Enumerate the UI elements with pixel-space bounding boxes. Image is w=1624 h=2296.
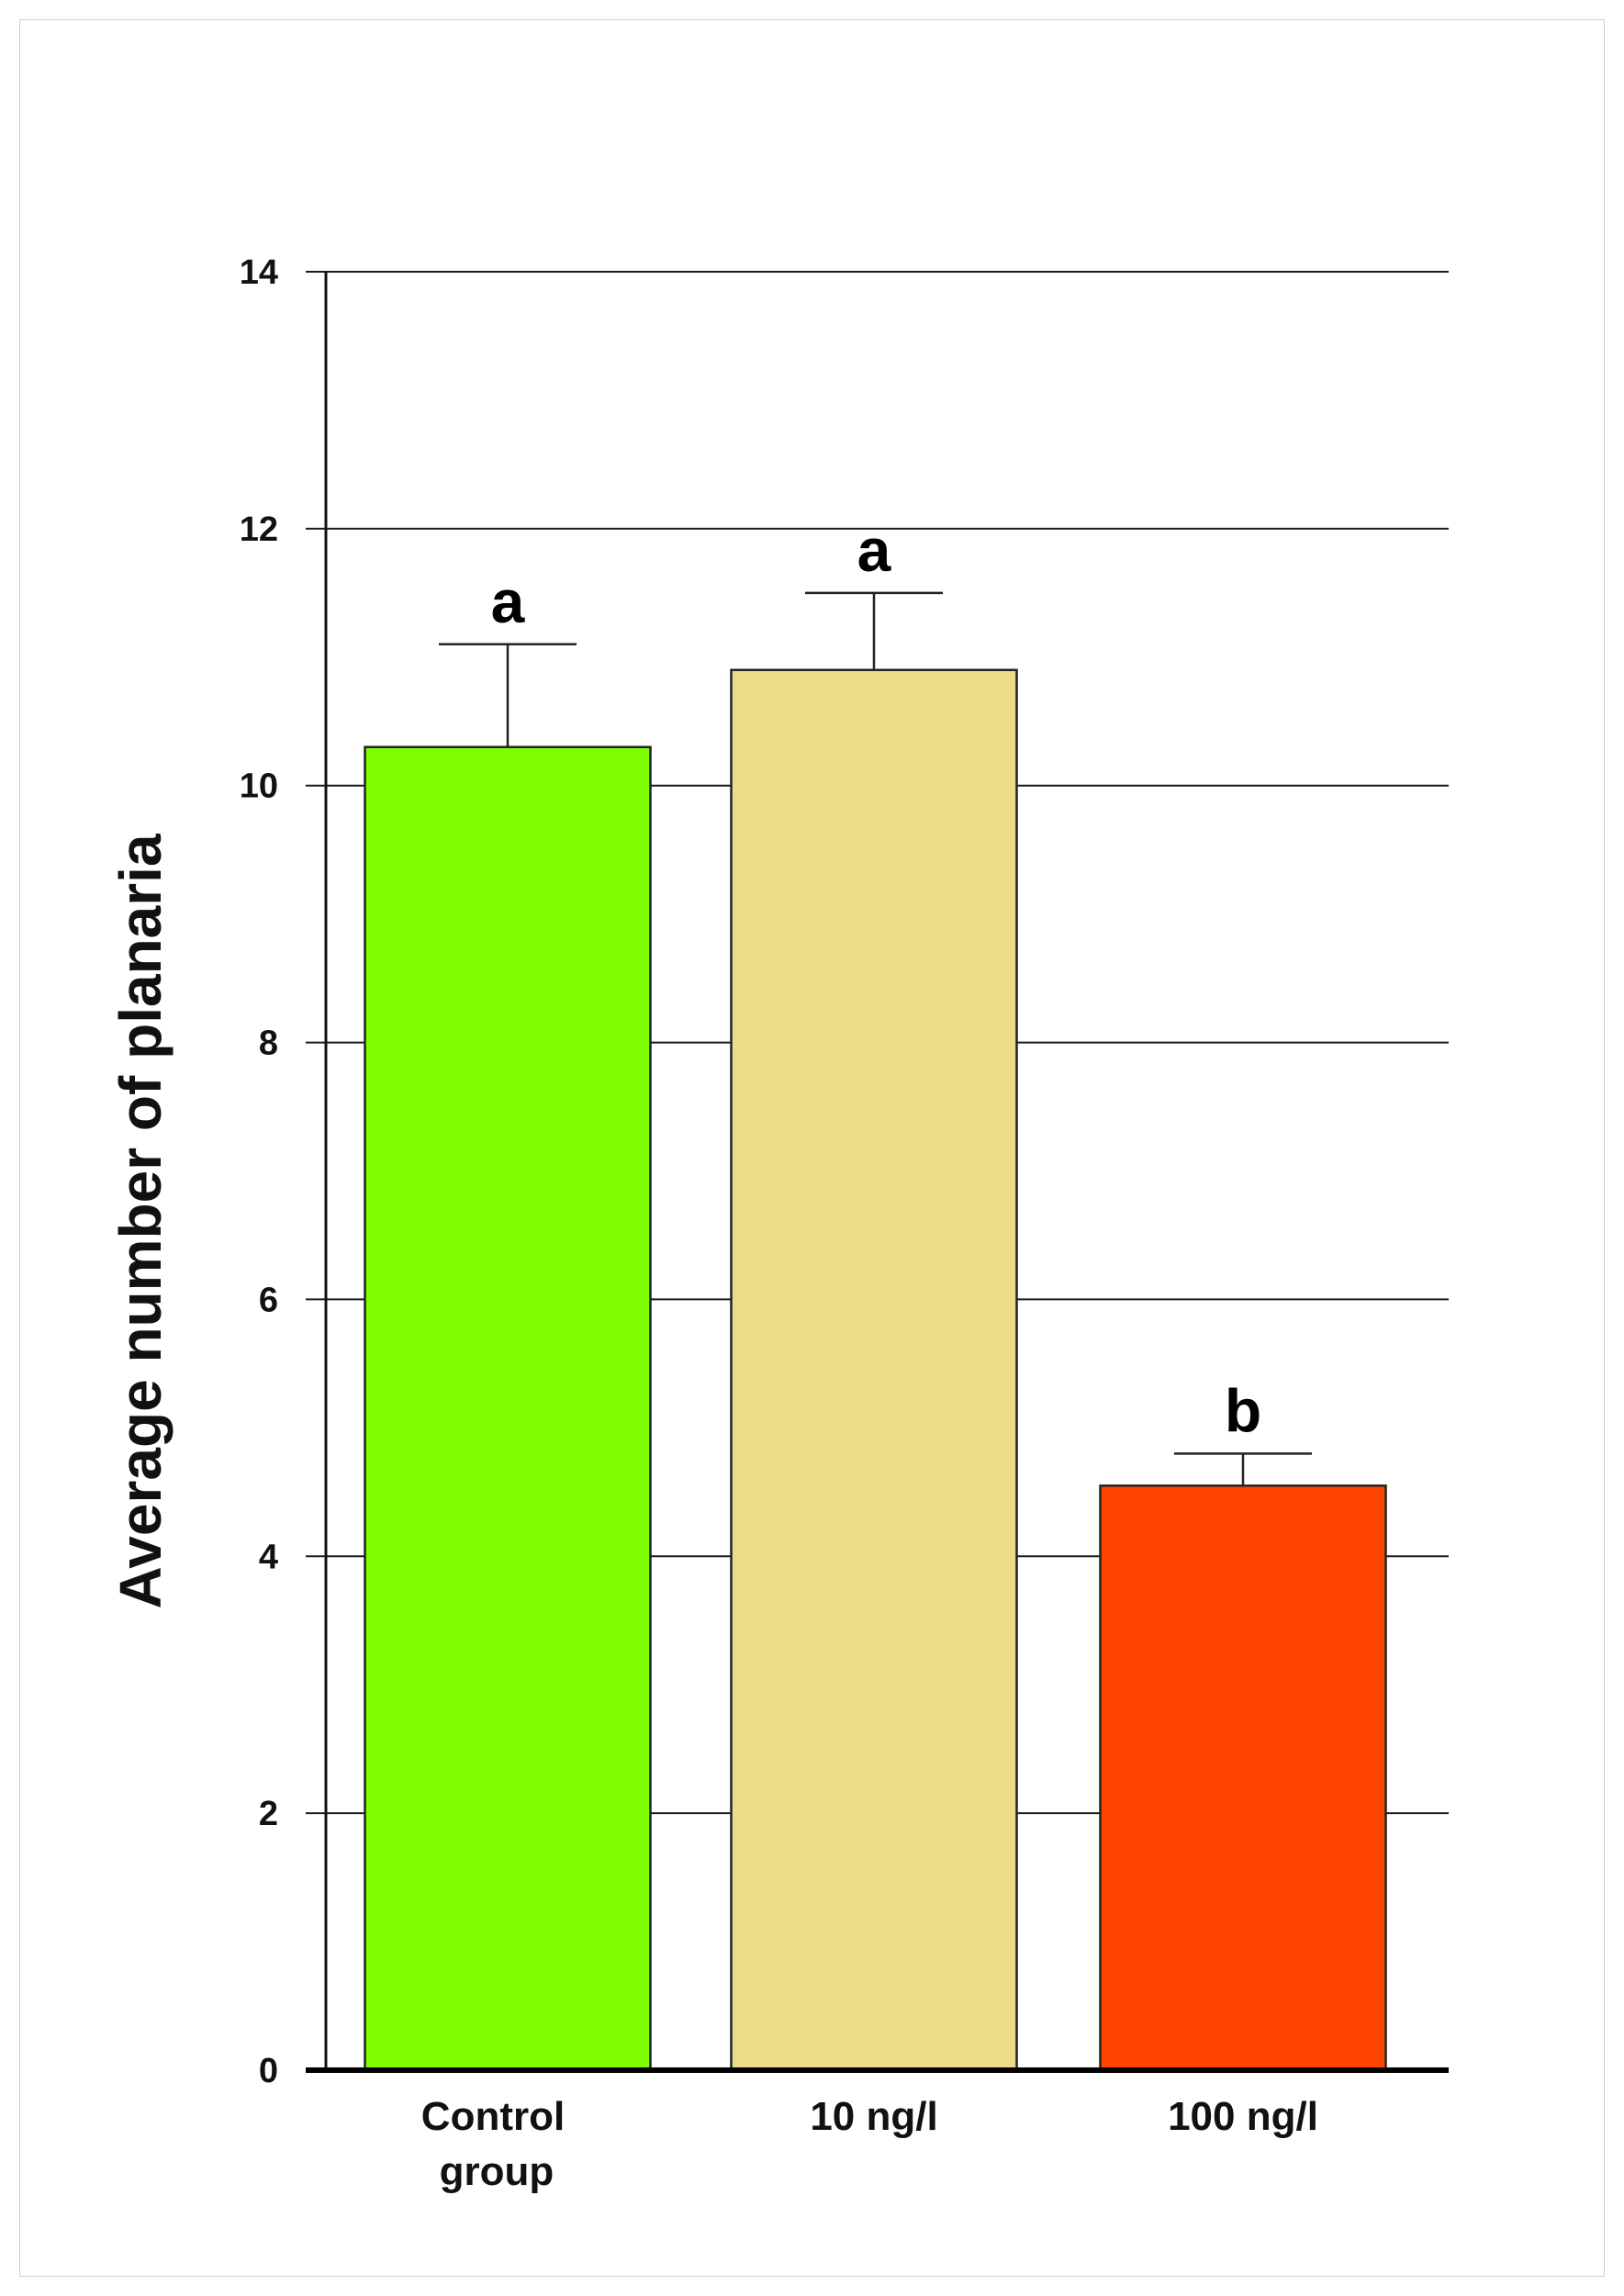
- x-category-label: Control: [421, 2094, 565, 2139]
- x-category-label: group: [440, 2149, 554, 2194]
- y-tick-label: 2: [259, 1795, 278, 1833]
- y-tick-label: 4: [259, 1538, 278, 1576]
- labels: 0 2 4 6 8 10 12 14 a Control group a 10 ng/l b 100 ng/…: [240, 253, 1318, 2194]
- y-tick-label: 14: [240, 253, 278, 292]
- y-tick-label: 12: [240, 510, 278, 549]
- bar: [364, 745, 652, 2072]
- bars: [364, 591, 1387, 2072]
- y-tick-label: 6: [259, 1281, 278, 1319]
- bar: [730, 668, 1018, 2072]
- y-tick-label: 10: [240, 767, 278, 806]
- significance-label: a: [491, 567, 526, 635]
- x-category-label: 100 ng/l: [1168, 2094, 1318, 2139]
- axes: [306, 271, 1449, 2073]
- x-category-label: 10 ng/l: [810, 2094, 937, 2139]
- y-tick-label: 8: [259, 1025, 278, 1063]
- y-axis-title: Average number of planaria: [107, 834, 174, 1609]
- bar: [1099, 1484, 1387, 2072]
- y-tick-label: 0: [259, 2052, 278, 2090]
- figure-border: [19, 19, 1605, 2277]
- significance-label: a: [857, 516, 892, 584]
- significance-label: b: [1225, 1376, 1261, 1444]
